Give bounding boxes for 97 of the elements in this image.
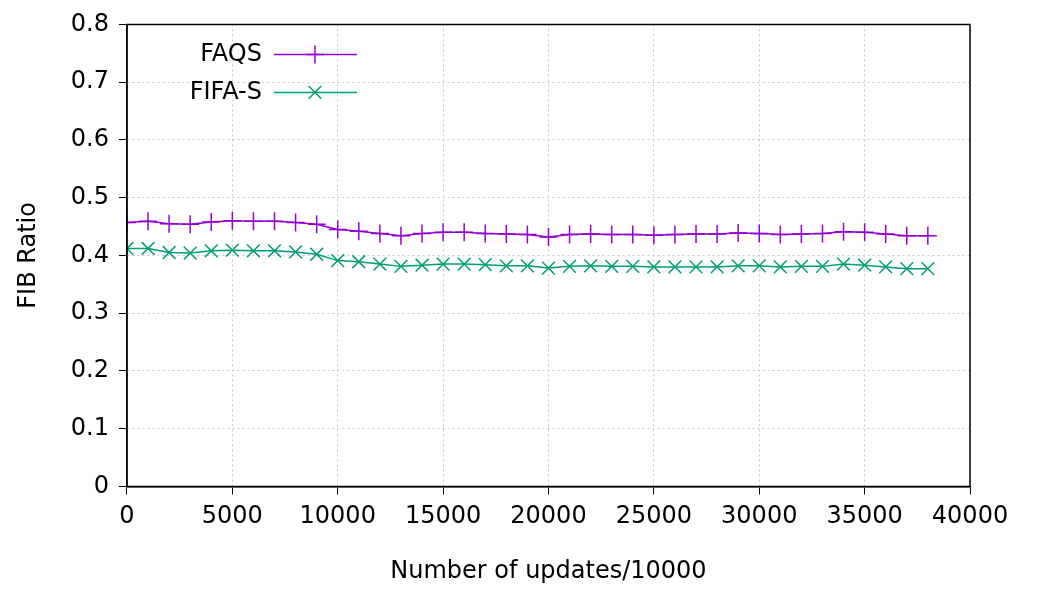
point — [162, 245, 177, 260]
point — [412, 223, 432, 244]
x-tick-label: 10000 — [299, 501, 376, 530]
point — [541, 260, 556, 276]
point — [267, 243, 282, 258]
x-tick-label: 40000 — [931, 501, 1009, 530]
point — [433, 222, 453, 243]
y-tick-label: 0.2 — [70, 355, 109, 384]
point — [918, 226, 938, 246]
point — [140, 241, 156, 256]
point — [370, 223, 390, 244]
point — [246, 243, 261, 258]
point — [601, 224, 622, 245]
point — [435, 256, 451, 272]
y-tick-label: 0.3 — [70, 297, 109, 326]
point — [327, 219, 348, 240]
point — [688, 259, 704, 275]
x-tick-label: 35000 — [826, 501, 903, 530]
point — [393, 259, 409, 274]
point — [623, 224, 643, 245]
point — [707, 224, 727, 244]
y-tick-label: 0.5 — [70, 181, 109, 210]
point — [644, 225, 664, 245]
point — [520, 258, 535, 273]
point — [794, 259, 809, 274]
point — [791, 224, 812, 244]
point — [562, 259, 577, 274]
point — [349, 221, 369, 241]
point — [264, 211, 285, 232]
point — [857, 258, 872, 273]
point — [875, 224, 896, 244]
point — [604, 259, 619, 274]
point — [770, 224, 791, 245]
point — [667, 259, 683, 275]
x-tick-label: 20000 — [510, 501, 587, 530]
point — [285, 212, 306, 233]
point — [752, 258, 767, 273]
point — [499, 258, 514, 273]
point — [457, 256, 472, 272]
point — [243, 211, 264, 232]
point — [517, 224, 538, 245]
legend-label: FAQS — [200, 38, 262, 67]
point — [309, 247, 324, 262]
point — [138, 211, 158, 232]
point — [372, 256, 387, 272]
point — [183, 245, 198, 261]
point — [583, 258, 598, 273]
point — [475, 223, 496, 244]
point — [222, 211, 243, 231]
point — [773, 259, 788, 275]
y-tick-label: 0.1 — [70, 412, 109, 441]
legend-label: FIFA-S — [189, 76, 262, 105]
point — [204, 243, 219, 258]
point — [201, 212, 222, 232]
point — [306, 214, 327, 234]
x-tick-label: 15000 — [404, 501, 482, 530]
y-axis-title: FIB Ratio — [12, 202, 41, 309]
point — [646, 259, 661, 275]
x-tick-label: 25000 — [615, 501, 693, 530]
y-tick-label: 0.8 — [70, 8, 109, 37]
point — [538, 227, 559, 247]
point — [897, 226, 917, 246]
point — [920, 261, 935, 276]
y-tick-label: 0.6 — [70, 124, 109, 153]
point — [391, 226, 411, 246]
point — [454, 222, 474, 243]
point — [478, 257, 493, 272]
point — [330, 253, 345, 268]
point — [665, 224, 685, 245]
point — [815, 259, 830, 274]
point — [351, 254, 366, 269]
point — [496, 224, 517, 244]
x-axis-title: Number of updates/10000 — [390, 555, 707, 584]
point — [731, 258, 746, 273]
y-tick-label: 0 — [93, 470, 109, 499]
point — [414, 258, 430, 273]
point — [709, 259, 725, 275]
point — [559, 224, 580, 245]
point — [854, 222, 875, 243]
point — [180, 214, 200, 234]
point — [225, 243, 240, 258]
point — [580, 224, 601, 244]
point — [836, 256, 851, 272]
y-tick-label: 0.7 — [70, 66, 109, 95]
x-tick-label: 5000 — [201, 501, 263, 530]
x-tick-label: 0 — [119, 501, 135, 530]
point — [159, 213, 179, 234]
point — [749, 223, 769, 244]
y-tick-label: 0.4 — [70, 239, 109, 268]
point — [625, 259, 640, 274]
point — [878, 259, 893, 275]
point — [812, 223, 833, 244]
point — [899, 261, 914, 276]
x-tick-label: 30000 — [721, 501, 798, 530]
point — [288, 244, 303, 260]
point — [686, 224, 706, 244]
point — [833, 221, 854, 242]
